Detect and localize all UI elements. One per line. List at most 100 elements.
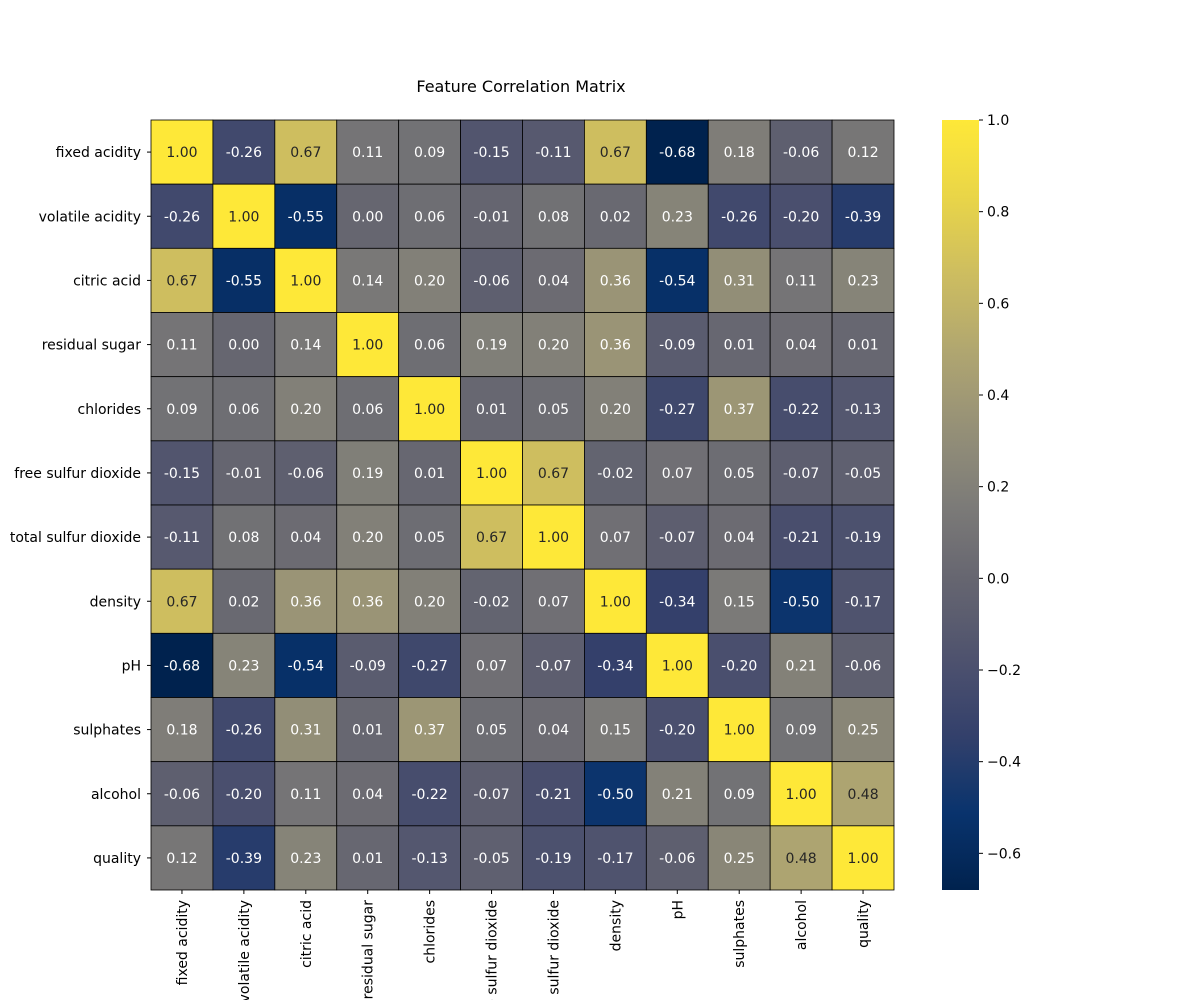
cell-value-label: -0.39 (226, 851, 262, 867)
cell-value-label: -0.05 (845, 466, 881, 482)
cell-value-label: 0.36 (290, 594, 321, 610)
heatmap-cell-10-4 (398, 761, 461, 827)
heatmap-cell-9-1 (212, 697, 276, 763)
cell-value-label: 0.48 (786, 851, 817, 867)
cell-value-label: -0.39 (845, 209, 881, 225)
heatmap-cell-11-2 (274, 825, 338, 891)
heatmap-cell-10-5 (460, 761, 523, 827)
cell-value-label: -0.54 (288, 658, 324, 674)
cell-value-label: 0.01 (476, 402, 507, 418)
heatmap-cell-0-1 (212, 119, 276, 185)
heatmap-cell-4-5 (460, 376, 523, 442)
cell-value-label: 1.00 (476, 466, 507, 482)
heatmap-cell-6-2 (274, 504, 338, 570)
cell-value-label: 0.25 (847, 723, 878, 739)
cell-value-label: 0.21 (662, 787, 693, 803)
x-tick-label-volatile-acidity: volatile acidity (237, 900, 253, 1000)
cell-value-label: 1.00 (724, 723, 755, 739)
heatmap-cell-6-11 (831, 504, 895, 570)
heatmap-cell-4-1 (212, 376, 276, 442)
cell-value-label: 0.05 (476, 723, 507, 739)
cell-value-label: -0.01 (226, 466, 262, 482)
heatmap-cell-3-0 (150, 312, 214, 378)
y-tick-label-quality: quality (93, 851, 141, 867)
heatmap-cell-3-3 (336, 312, 400, 378)
cell-value-label: 0.31 (290, 723, 321, 739)
cell-value-label: -0.15 (473, 145, 509, 161)
heatmap-cell-7-6 (522, 568, 585, 634)
heatmap-cell-2-6 (522, 247, 585, 313)
cell-value-label: 0.36 (600, 338, 631, 354)
cell-value-label: -0.09 (659, 338, 695, 354)
heatmap-cell-10-2 (274, 761, 338, 827)
cell-value-label: 0.04 (352, 787, 383, 803)
heatmap-cell-10-11 (831, 761, 895, 827)
cell-value-label: 0.09 (414, 145, 445, 161)
heatmap-cell-0-0 (150, 119, 214, 185)
heatmap-cell-7-0 (150, 568, 214, 634)
y-tick-label-citric-acid: citric acid (73, 273, 141, 289)
cell-value-label: -0.13 (845, 402, 881, 418)
cell-value-label: 0.12 (166, 851, 197, 867)
heatmap-cell-2-11 (831, 247, 895, 313)
cell-value-label: 0.23 (290, 851, 321, 867)
cell-value-label: 0.02 (228, 594, 259, 610)
cell-value-label: 0.01 (352, 723, 383, 739)
cell-value-label: -0.19 (535, 851, 571, 867)
cell-value-label: -0.22 (412, 787, 448, 803)
cell-value-label: 0.20 (414, 594, 445, 610)
heatmap-cell-1-8 (645, 183, 709, 249)
cell-value-label: -0.11 (535, 145, 571, 161)
heatmap-cell-0-11 (831, 119, 895, 185)
heatmap-cell-10-8 (645, 761, 709, 827)
cell-value-label: 0.09 (166, 402, 197, 418)
cell-value-label: -0.27 (412, 658, 448, 674)
cell-value-label: -0.55 (288, 209, 324, 225)
cell-value-label: -0.06 (783, 145, 819, 161)
cell-value-label: 1.00 (600, 594, 631, 610)
heatmap-cell-9-6 (522, 697, 585, 763)
cell-value-label: 0.08 (538, 209, 569, 225)
heatmap-cell-8-1 (212, 632, 276, 698)
heatmap-cell-8-2 (274, 632, 338, 698)
cell-value-label: -0.34 (659, 594, 695, 610)
heatmap-cell-5-3 (336, 440, 400, 506)
colorbar-tick-label: −0.2 (987, 663, 1021, 679)
cell-value-label: 1.00 (228, 209, 259, 225)
x-tick-label-ph: pH (670, 900, 686, 919)
cell-value-label: 0.01 (352, 851, 383, 867)
cell-value-label: 0.20 (414, 273, 445, 289)
colorbar-tick-label: 0.2 (987, 480, 1009, 496)
cell-value-label: 0.09 (786, 723, 817, 739)
cell-value-label: 0.18 (724, 145, 755, 161)
cell-value-label: 0.04 (724, 530, 755, 546)
cell-value-label: -0.11 (164, 530, 200, 546)
heatmap-cell-8-8 (645, 632, 709, 698)
cell-value-label: 0.11 (290, 787, 321, 803)
cell-value-label: 0.20 (352, 530, 383, 546)
heatmap-cell-3-5 (460, 312, 523, 378)
heatmap-cell-9-7 (584, 697, 647, 763)
cell-value-label: 1.00 (352, 338, 383, 354)
heatmap-cell-5-8 (645, 440, 709, 506)
heatmap-cell-6-5 (460, 504, 523, 570)
cell-value-label: 0.36 (600, 273, 631, 289)
cell-value-label: 0.01 (414, 466, 445, 482)
cell-value-label: 0.20 (290, 402, 321, 418)
cell-value-label: -0.34 (597, 658, 633, 674)
cell-value-label: 0.23 (662, 209, 693, 225)
heatmap-cell-0-4 (398, 119, 461, 185)
cell-value-label: -0.17 (597, 851, 633, 867)
cell-value-label: -0.20 (721, 658, 757, 674)
heatmap-cell-6-3 (336, 504, 400, 570)
cell-value-label: -0.26 (164, 209, 200, 225)
cell-value-label: 0.19 (352, 466, 383, 482)
cell-value-label: -0.07 (659, 530, 695, 546)
cell-value-label: 0.06 (228, 402, 259, 418)
cell-value-label: 0.14 (290, 338, 321, 354)
x-tick-label-total-sulfur-dioxide: total sulfur dioxide (546, 900, 562, 1000)
cell-value-label: 0.09 (724, 787, 755, 803)
cell-value-label: -0.07 (783, 466, 819, 482)
cell-value-label: -0.54 (659, 273, 695, 289)
heatmap-cell-4-2 (274, 376, 338, 442)
